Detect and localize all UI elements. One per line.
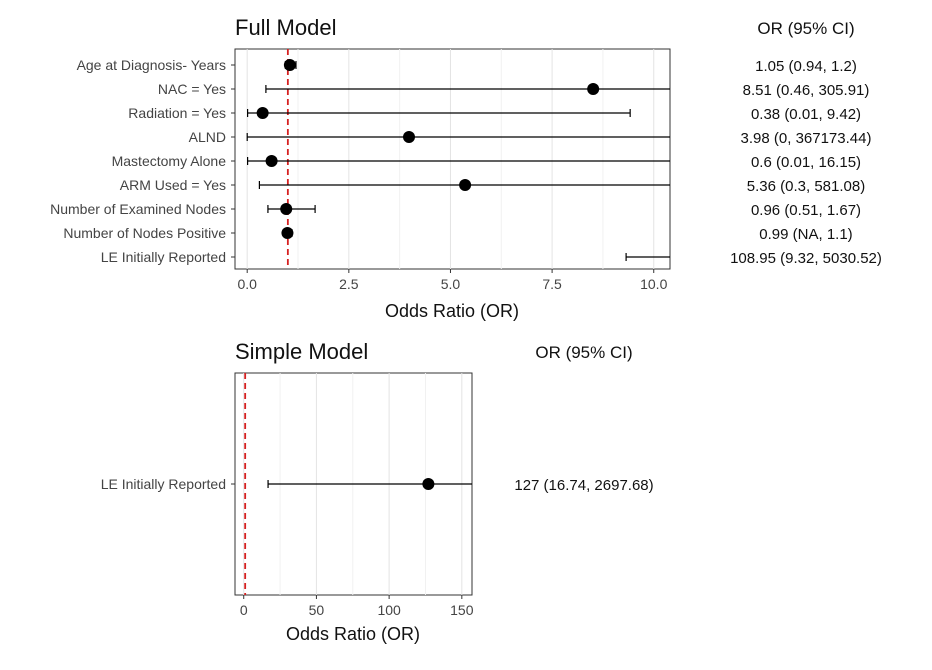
full-model-point-estimate	[281, 227, 294, 239]
simple-model-x-tick-label: 100	[377, 602, 401, 618]
full-model-or-ci-value: 5.36 (0.3, 581.08)	[747, 178, 865, 195]
simple-model-point-estimate	[422, 478, 435, 490]
full-model-x-tick-label: 0.0	[237, 276, 257, 292]
full-model-point-estimate	[459, 179, 472, 191]
full-model-point-estimate	[403, 131, 415, 143]
full-model-plot-area	[234, 48, 671, 270]
full-model-point-estimate	[265, 155, 278, 167]
full-model-or-ci-value: 0.99 (NA, 1.1)	[759, 226, 852, 243]
full-model-point-estimate	[587, 83, 600, 95]
full-model-title: Full Model	[235, 15, 336, 40]
full-model-x-tick-label: 7.5	[542, 276, 562, 292]
full-model-row-label: Radiation = Yes	[128, 105, 226, 121]
full-model-row-label: NAC = Yes	[158, 81, 226, 97]
full-model-panel: Full Model OR (95% CI) Age at Diagnosis-…	[50, 15, 882, 321]
full-model-or-ci-value: 0.6 (0.01, 16.15)	[751, 154, 861, 171]
simple-model-ci-header: OR (95% CI)	[535, 343, 632, 362]
simple-model-panel: Simple Model OR (95% CI) LE Initially Re…	[101, 339, 654, 644]
simple-model-x-ticks: 0 50 100 150	[240, 595, 474, 618]
full-model-point-estimate	[256, 107, 269, 119]
simple-model-row-label: LE Initially Reported	[101, 476, 226, 492]
full-model-row-label: ARM Used = Yes	[120, 177, 226, 193]
full-model-row-label: Mastectomy Alone	[112, 153, 227, 169]
full-model-row-label: Age at Diagnosis- Years	[77, 57, 226, 73]
full-model-x-tick-label: 10.0	[640, 276, 667, 292]
simple-model-or-ci-value: 127 (16.74, 2697.68)	[514, 477, 653, 494]
full-model-or-ci-column: 1.05 (0.94, 1.2) 8.51 (0.46, 305.91) 0.38 …	[730, 58, 882, 267]
simple-model-or-ci-column: 127 (16.74, 2697.68)	[514, 477, 653, 494]
simple-model-x-tick-label: 0	[240, 602, 248, 618]
full-model-x-axis-label: Odds Ratio (OR)	[385, 301, 519, 321]
simple-model-ci-bars	[267, 480, 472, 488]
full-model-ci-bars	[246, 61, 670, 261]
full-model-point-estimate	[280, 203, 293, 215]
full-model-row-label: Number of Examined Nodes	[50, 201, 226, 217]
full-model-x-ticks: 0.0 2.5 5.0 7.5 10.0	[237, 269, 668, 292]
simple-model-x-axis-label: Odds Ratio (OR)	[286, 624, 420, 644]
full-model-row-label: LE Initially Reported	[101, 249, 226, 265]
full-model-or-ci-value: 0.38 (0.01, 9.42)	[751, 106, 861, 123]
full-model-y-labels: Age at Diagnosis- Years NAC = Yes Radiatio…	[50, 57, 235, 265]
simple-model-y-labels: LE Initially Reported	[101, 476, 235, 492]
simple-model-title: Simple Model	[235, 339, 368, 364]
simple-model-points	[422, 478, 435, 490]
simple-model-x-tick-label: 150	[450, 602, 474, 618]
full-model-gridlines	[246, 49, 655, 269]
full-model-or-ci-value: 3.98 (0, 367173.44)	[741, 130, 872, 147]
full-model-points	[256, 59, 600, 239]
full-model-or-ci-value: 0.96 (0.51, 1.67)	[751, 202, 861, 219]
full-model-x-tick-label: 5.0	[441, 276, 461, 292]
full-model-row-label: Number of Nodes Positive	[63, 225, 226, 241]
simple-model-x-tick-label: 50	[309, 602, 325, 618]
full-model-x-tick-label: 2.5	[339, 276, 359, 292]
full-model-row-label: ALND	[189, 129, 226, 145]
full-model-or-ci-value: 108.95 (9.32, 5030.52)	[730, 250, 882, 267]
full-model-ci-header: OR (95% CI)	[757, 19, 854, 38]
full-model-or-ci-value: 8.51 (0.46, 305.91)	[743, 82, 870, 99]
full-model-point-estimate	[283, 59, 296, 71]
full-model-or-ci-value: 1.05 (0.94, 1.2)	[755, 58, 857, 75]
